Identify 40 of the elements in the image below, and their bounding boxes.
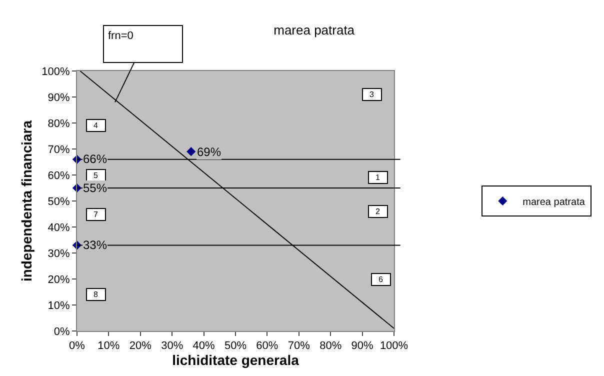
x-tick-label: 80%: [320, 340, 342, 352]
legend-label: marea patrata: [522, 196, 586, 208]
y-tick-label: 60%: [48, 170, 70, 182]
y-tick-label: 50%: [48, 196, 70, 208]
y-tick-label: 90%: [48, 92, 70, 104]
x-tick-label: 10%: [98, 340, 120, 352]
y-tick-label: 80%: [48, 118, 70, 130]
annotation: 2: [376, 207, 380, 216]
annotation: 5: [94, 171, 98, 180]
data-label: 55%: [83, 181, 108, 195]
y-tick-label: 100%: [42, 66, 70, 78]
annotation: 1: [376, 173, 380, 182]
data-label: 69%: [197, 145, 222, 159]
y-tick-label: 40%: [48, 222, 70, 234]
x-tick-label: 30%: [161, 340, 184, 352]
x-tick-label: 100%: [380, 340, 408, 352]
annotation: 8: [94, 290, 98, 299]
y-tick-label: 10%: [48, 300, 70, 312]
y-tick-label: 70%: [48, 144, 70, 156]
y-tick-label: 30%: [48, 248, 70, 260]
y-axis-title: independenta financiara: [18, 120, 34, 282]
x-axis-title: lichiditate generala: [172, 352, 300, 368]
y-tick-label: 20%: [48, 274, 70, 286]
x-tick-label: 0%: [69, 340, 86, 352]
x-tick-label: 40%: [192, 340, 216, 352]
annotation: 3: [370, 90, 374, 99]
text: frn=0: [108, 30, 134, 42]
data-label: 66%: [83, 152, 108, 166]
annotation: 7: [94, 210, 98, 219]
annotation: 4: [94, 121, 98, 130]
data-label: 33%: [83, 238, 108, 252]
x-tick-label: 70%: [288, 340, 310, 352]
point: [186, 147, 196, 156]
x-tick-label: 20%: [129, 340, 152, 352]
x-tick-label: 90%: [351, 340, 374, 352]
y-tick-label: 0%: [54, 326, 70, 338]
x-tick-label: 60%: [256, 340, 278, 352]
chart-title: marea patrata: [274, 22, 356, 38]
x-tick-label: 50%: [224, 340, 247, 352]
annotation: 6: [378, 275, 384, 284]
